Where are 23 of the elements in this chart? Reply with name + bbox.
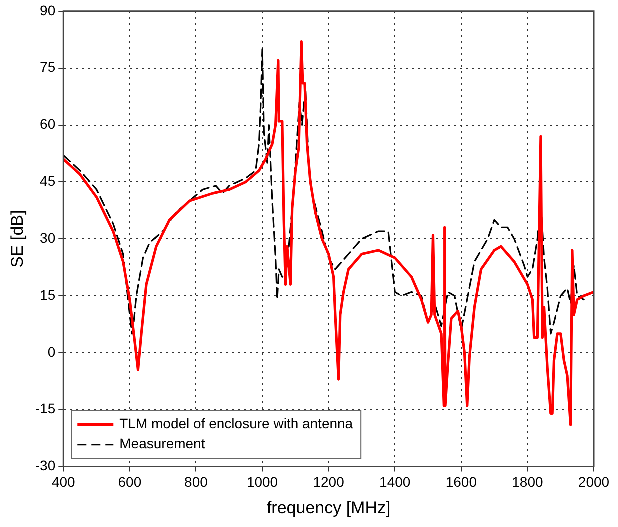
y-tick-label: 15 <box>40 286 56 303</box>
x-tick-label: 400 <box>52 474 76 490</box>
x-tick-label: 1800 <box>512 474 544 490</box>
x-tick-label: 800 <box>184 474 208 490</box>
y-tick-label: 90 <box>40 2 56 18</box>
line-series <box>64 48 585 335</box>
legend-label: TLM model of enclosure with antenna <box>120 416 354 432</box>
x-tick-label: 1200 <box>313 474 345 490</box>
x-tick-label: 1400 <box>380 474 411 490</box>
x-axis-title: frequency [MHz] <box>266 498 391 518</box>
y-tick-label: 30 <box>40 230 56 246</box>
y-axis-title: SE [dB] <box>8 210 27 268</box>
x-tick-label: 2000 <box>578 474 610 490</box>
y-tick-label: 75 <box>40 59 56 76</box>
y-tick-label: 45 <box>40 173 56 190</box>
y-tick-label: 0 <box>48 344 56 360</box>
x-tick-label: 1000 <box>246 474 278 490</box>
legend-label: Measurement <box>120 436 206 452</box>
x-tick-label: 600 <box>118 474 142 490</box>
y-tick-label: -30 <box>35 458 56 474</box>
y-tick-label: 60 <box>40 116 56 132</box>
x-tick-label: 1600 <box>446 474 478 490</box>
y-tick-label: -15 <box>35 400 56 417</box>
